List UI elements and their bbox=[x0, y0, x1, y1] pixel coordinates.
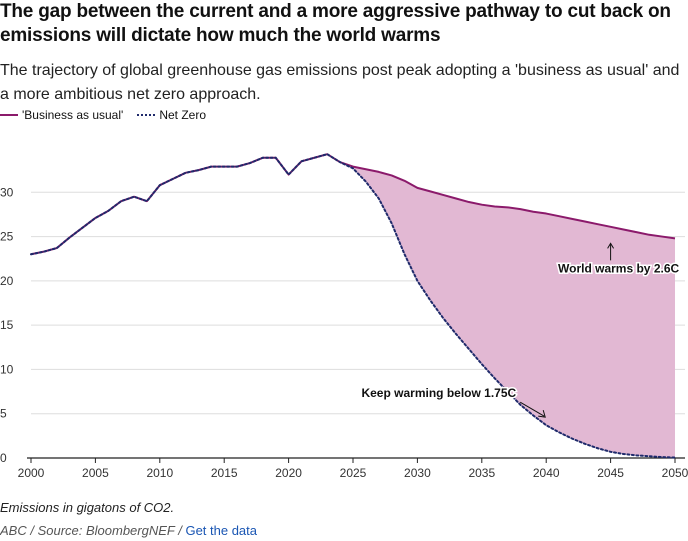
chart-note: Emissions in gigatons of CO2. bbox=[0, 500, 175, 515]
x-tick-label-2035: 2035 bbox=[468, 466, 495, 480]
legend: 'Business as usual' Net Zero bbox=[0, 108, 206, 122]
annotation-arrowhead-netzero bbox=[538, 410, 546, 418]
annotation-label-bau: World warms by 2.6C bbox=[558, 261, 679, 275]
get-the-data-link[interactable]: Get the data bbox=[185, 523, 258, 538]
y-tick-label-30: 30 bbox=[0, 185, 14, 199]
annotation-label-netzero: Keep warming below 1.75C bbox=[361, 386, 516, 400]
legend-item-netzero: Net Zero bbox=[137, 108, 206, 122]
x-tick-label-2040: 2040 bbox=[533, 466, 560, 480]
chart-title: The gap between the current and a more a… bbox=[0, 1, 671, 46]
x-tick-label-2050: 2050 bbox=[662, 466, 688, 480]
x-tick-label-2005: 2005 bbox=[82, 466, 109, 480]
series-line-bau bbox=[30, 153, 676, 256]
y-tick-label-10: 10 bbox=[0, 362, 14, 376]
annotation-arrow-netzero bbox=[519, 401, 545, 417]
x-tick-label-2045: 2045 bbox=[597, 466, 624, 480]
y-tick-label-0: 0 bbox=[0, 451, 7, 465]
x-tick-label-2015: 2015 bbox=[211, 466, 238, 480]
x-tick-label-2030: 2030 bbox=[404, 466, 431, 480]
series-line-netzero bbox=[30, 153, 676, 459]
chart-source: ABC / Source: BloombergNEF / Get the dat… bbox=[0, 523, 257, 538]
x-tick-label-2020: 2020 bbox=[275, 466, 302, 480]
legend-swatch-netzero bbox=[137, 114, 156, 116]
legend-swatch-bau bbox=[0, 114, 18, 116]
x-tick-label-2025: 2025 bbox=[340, 466, 367, 480]
source-text: ABC / Source: BloombergNEF / bbox=[0, 523, 186, 538]
chart-subtitle: The trajectory of global greenhouse gas … bbox=[0, 62, 680, 103]
legend-label-netzero: Net Zero bbox=[159, 108, 206, 122]
gap-area bbox=[327, 154, 675, 458]
y-tick-label-25: 25 bbox=[0, 230, 14, 244]
legend-label-bau: 'Business as usual' bbox=[22, 108, 124, 122]
x-tick-label-2010: 2010 bbox=[146, 466, 173, 480]
y-tick-label-20: 20 bbox=[0, 274, 14, 288]
y-tick-label-15: 15 bbox=[0, 318, 14, 332]
legend-item-bau: 'Business as usual' bbox=[0, 108, 123, 122]
x-tick-label-2000: 2000 bbox=[18, 466, 45, 480]
y-tick-label-5: 5 bbox=[0, 407, 7, 421]
annotation-arrowhead-bau bbox=[607, 242, 615, 249]
